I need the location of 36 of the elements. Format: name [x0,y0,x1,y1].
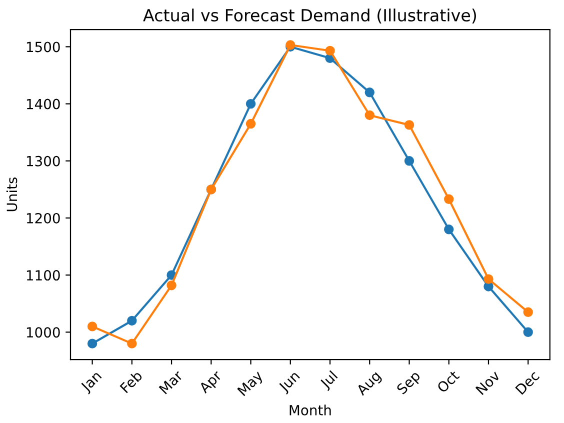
x-tick-label: Dec [515,370,540,395]
x-axis-title: Month [290,404,331,416]
point [127,316,137,326]
point [523,327,533,338]
x-tick-label: Oct [436,370,460,394]
point [87,338,98,348]
point [246,118,256,129]
point [246,98,256,109]
y-tick-label: 1500 [26,42,60,52]
y-axis-title: Units [6,178,18,212]
point [484,274,494,284]
point [127,338,137,348]
x-tick-label: Jul [318,370,340,392]
y-tick-label: 1300 [26,156,60,166]
y-tick-label: 1200 [26,212,60,224]
point [444,194,454,204]
point [325,46,335,56]
point [404,156,414,166]
x-tick-label: Feb [119,370,143,394]
x-tick-label: Jan [80,370,104,394]
x-tick-label: Nov [475,370,501,396]
point [364,88,374,98]
y-tick-label: 1100 [26,270,60,281]
x-tick-label: Apr [198,370,224,396]
point [166,280,176,290]
point [364,110,374,120]
point [87,322,98,332]
chart-title: Actual vs Forecast Demand (Illustrative) [143,8,476,24]
y-tick-label: 1000 [26,327,60,338]
point [404,120,414,130]
x-tick-label: Jun [278,370,302,395]
x-tick-label: Mar [158,370,184,394]
point [523,307,533,318]
x-tick-label: Sep [396,370,423,397]
point [444,224,454,234]
y-tick-label: 1400 [26,98,60,110]
